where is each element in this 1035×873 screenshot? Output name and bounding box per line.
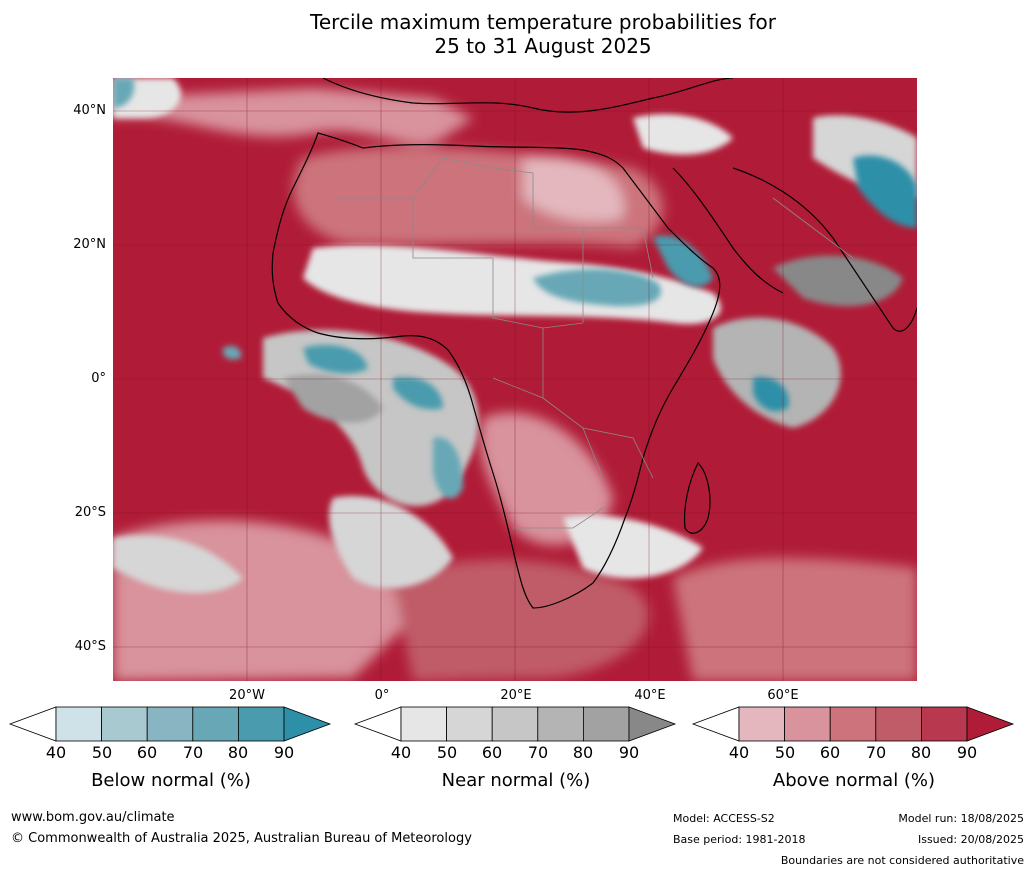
near-extend-left: [353, 706, 402, 742]
above-normal-label: Above normal (%): [772, 770, 936, 791]
below-tick-80: 80: [227, 743, 249, 762]
colorbar-below-svg: [8, 706, 332, 742]
base-period-text: Base period: 1981-2018: [673, 833, 806, 846]
map-svg: [113, 78, 917, 681]
title-line-1: Tercile maximum temperature probabilitie…: [310, 10, 776, 34]
graticule: [113, 78, 917, 681]
map-title: Tercile maximum temperature probabilitie…: [0, 10, 1035, 58]
boundaries-note: Boundaries are not considered authoritat…: [780, 854, 1024, 867]
lon-label-0: 0°: [374, 688, 390, 703]
above-tick-90: 90: [956, 743, 978, 762]
below-tick-40: 40: [45, 743, 67, 762]
near-extend-right: [628, 706, 677, 742]
country-borders: [333, 157, 854, 529]
above-colorbar-segment: [829, 706, 877, 742]
website-link[interactable]: www.bom.gov.au/climate: [11, 810, 175, 825]
near-colorbar-segment: [400, 706, 447, 742]
lon-label-20w: 20°W: [229, 688, 265, 703]
lat-label-0: 0°: [91, 371, 106, 386]
below-tick-90: 90: [273, 743, 295, 762]
model-text: Model: ACCESS-S2: [673, 812, 775, 825]
colorbar-above-svg: [691, 706, 1015, 742]
below-colorbar-segment: [146, 706, 194, 742]
below-colorbar-segment: [237, 706, 285, 742]
near-colorbar-segment: [446, 706, 493, 742]
near-tick-60: 60: [481, 743, 503, 762]
lon-label-20e: 20°E: [500, 688, 532, 703]
colorbar-near-svg: [353, 706, 677, 742]
above-colorbar-segment: [875, 706, 922, 742]
near-normal-label: Near normal (%): [441, 770, 591, 791]
colorbar-below-normal: 40 50 60 70 80 90 Below normal (%): [8, 706, 332, 796]
near-colorbar-segment: [537, 706, 584, 742]
above-tick-50: 50: [774, 743, 796, 762]
above-extend-right: [966, 706, 1015, 742]
below-tick-70: 70: [182, 743, 204, 762]
lon-label-60e: 60°E: [767, 688, 799, 703]
near-tick-90: 90: [618, 743, 640, 762]
above-tick-80: 80: [910, 743, 932, 762]
above-tick-70: 70: [865, 743, 887, 762]
model-run-text: Model run: 18/08/2025: [898, 812, 1024, 825]
near-tick-40: 40: [390, 743, 412, 762]
below-tick-60: 60: [136, 743, 158, 762]
below-colorbar-segment: [101, 706, 148, 742]
lat-label-20n: 20°N: [73, 237, 106, 252]
below-colorbar-segment: [192, 706, 239, 742]
above-tick-40: 40: [728, 743, 750, 762]
above-colorbar-segment: [738, 706, 785, 742]
near-colorbar-segment: [582, 706, 630, 742]
lon-label-40e: 40°E: [634, 688, 666, 703]
below-extend-right: [283, 706, 332, 742]
colorbar-near-normal: 40 50 60 70 80 90 Near normal (%): [353, 706, 677, 796]
copyright-text: © Commonwealth of Australia 2025, Austra…: [11, 831, 472, 846]
below-normal-label: Below normal (%): [91, 770, 251, 791]
above-colorbar-segment: [784, 706, 831, 742]
coastlines: [271, 78, 917, 609]
near-tick-50: 50: [436, 743, 458, 762]
lat-label-40n: 40°N: [73, 103, 106, 118]
issued-text: Issued: 20/08/2025: [917, 833, 1024, 846]
probability-map: [113, 78, 917, 681]
below-colorbar-segment: [55, 706, 102, 742]
near-tick-80: 80: [572, 743, 594, 762]
title-line-2: 25 to 31 August 2025: [434, 34, 652, 58]
above-tick-60: 60: [819, 743, 841, 762]
below-tick-50: 50: [91, 743, 113, 762]
lat-label-40s: 40°S: [74, 639, 106, 654]
above-extend-left: [691, 706, 740, 742]
lat-label-20s: 20°S: [74, 505, 106, 520]
above-colorbar-segment: [920, 706, 968, 742]
colorbar-above-normal: 40 50 60 70 80 90 Above normal (%): [691, 706, 1015, 796]
below-normal-areas: [113, 78, 917, 499]
near-colorbar-segment: [491, 706, 539, 742]
above-normal-light-areas: [113, 88, 917, 681]
below-extend-left: [8, 706, 57, 742]
near-tick-70: 70: [527, 743, 549, 762]
